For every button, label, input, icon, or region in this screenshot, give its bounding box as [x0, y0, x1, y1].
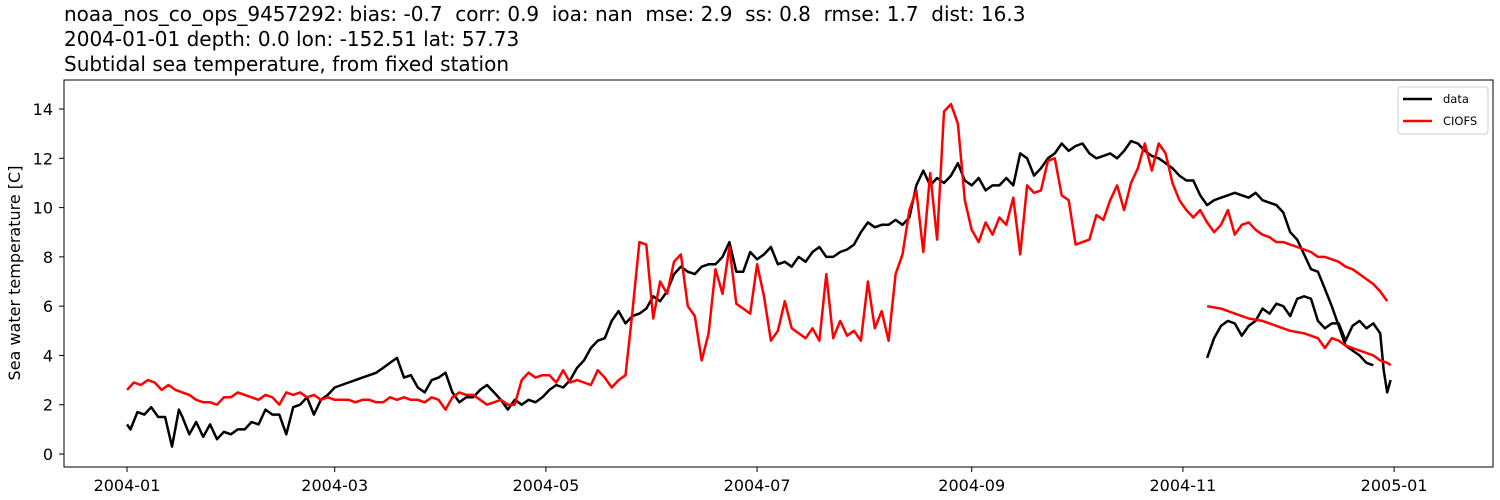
chart-title-block: noaa_nos_co_ops_9457292: bias: -0.7 corr… — [64, 2, 1025, 77]
plot-frame — [63, 79, 1494, 468]
series-ciofs-tail-line — [1206, 304, 1392, 367]
legend-data-label: data — [1443, 92, 1469, 106]
x-tick-label: 2004-05 — [512, 476, 579, 495]
series-data-line — [125, 139, 1374, 448]
plot-lines — [125, 102, 1392, 448]
y-tick-label: 8 — [43, 248, 53, 267]
variable-title-line: Subtidal sea temperature, from fixed sta… — [64, 52, 509, 76]
legend: data CIOFS — [1397, 86, 1489, 135]
y-tick-label: 6 — [43, 297, 53, 316]
y-tick-label: 4 — [43, 346, 53, 365]
x-tick-label: 2004-01 — [94, 476, 161, 495]
location-title-line: 2004-01-01 depth: 0.0 lon: -152.51 lat: … — [64, 27, 520, 51]
x-tick-label: 2004-03 — [301, 476, 368, 495]
y-axis-label: Sea water temperature [C] — [5, 166, 24, 381]
y-tick-label: 14 — [33, 100, 53, 119]
x-tick-label: 2004-11 — [1149, 476, 1216, 495]
y-tick-label: 10 — [33, 199, 53, 218]
x-axis: 2004-01 2004-03 2004-05 2004-07 2004-09 2004-… — [94, 467, 1428, 495]
stats-title-line: noaa_nos_co_ops_9457292: bias: -0.7 corr… — [64, 2, 1026, 26]
y-tick-label: 0 — [43, 445, 53, 464]
legend-ciofs-label: CIOFS — [1443, 114, 1477, 128]
x-tick-label: 2004-07 — [724, 476, 791, 495]
x-tick-label: 2005-01 — [1361, 476, 1428, 495]
series-data-tail-line — [1205, 295, 1392, 394]
x-tick-label: 2004-09 — [938, 476, 1005, 495]
y-tick-label: 2 — [43, 396, 53, 415]
series-ciofs-line — [126, 102, 1389, 411]
y-tick-label: 12 — [33, 149, 53, 168]
y-axis: 0 2 4 6 8 10 12 14 — [33, 100, 64, 464]
